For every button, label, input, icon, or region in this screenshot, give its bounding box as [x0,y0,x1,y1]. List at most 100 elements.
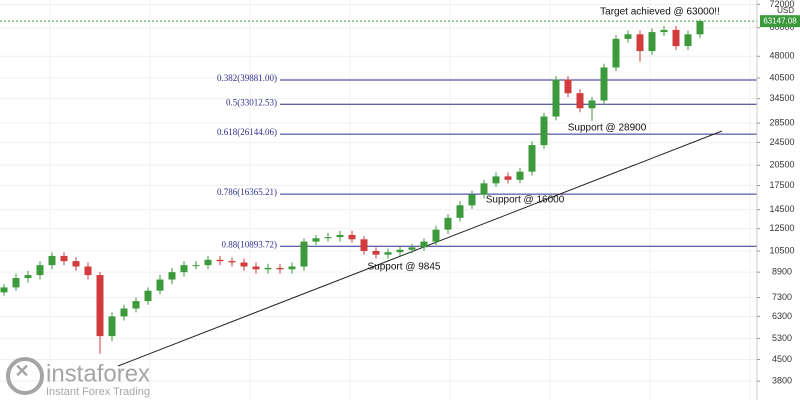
y-tick-label: 8900 [772,267,792,277]
y-tick-label: 14500 [769,204,794,214]
candle-body [12,278,20,288]
annotation: Target achieved @ 63000!! [600,7,720,18]
candles [0,19,704,354]
y-tick-label: 20500 [769,160,794,170]
y-tick-label: 3800 [772,376,792,386]
y-tick-label: 48000 [769,51,794,61]
candle-body [384,252,392,255]
y-tick-label: 34500 [769,93,794,103]
candle-body [432,229,440,242]
candle-body [636,34,644,52]
logo: ✕ instaforex Instant Forex Trading [6,357,150,398]
candle-body [84,266,92,276]
candle-body [216,259,224,262]
candle-body [24,275,32,279]
candle-body [672,29,680,47]
candle-body [180,265,188,273]
grid [0,0,757,400]
candle-body [624,34,632,39]
level-label: 0.382(39881.00) [217,73,277,83]
candle-body [360,239,368,251]
candle-body [60,255,68,262]
annotation: Support @ 28900 [568,123,647,134]
candle-body [552,79,560,117]
candle-body [72,261,80,267]
logo-name: instaforex [46,360,150,387]
y-tick-label: 7300 [772,292,792,302]
candle-body [492,176,500,184]
y-axis: 3800 4500 5300 6300 7300 8900 10500 12500 14500 1… [757,0,800,386]
candle-body [564,79,572,94]
candle-body [324,237,332,239]
level-label: 0.88(10893.72) [222,239,278,249]
last-price-label: 63147.08 [763,16,797,25]
candle-body [204,259,212,266]
candle-body [300,241,308,267]
y-tick-label: 24500 [769,137,794,147]
candle-body [516,171,524,180]
y-tick-label: 12500 [769,223,794,233]
candle-body [144,290,152,302]
level-label: 0.786(16365.21) [217,187,277,197]
y-unit: USD [777,6,794,15]
candle-body [96,275,104,337]
candle-body [108,316,116,337]
candle-body [192,265,200,267]
candle-body [156,279,164,291]
candle-body [444,217,452,230]
y-tick-label: 10500 [769,245,794,255]
annotation: Support @ 9845 [368,262,441,273]
candle-body [588,100,596,109]
candle-body [504,176,512,180]
candle-body [684,34,692,47]
candle-body [240,262,248,267]
trend-line [117,130,723,367]
logo-icon-mark: ✕ [14,361,29,381]
fib-levels: 0.382(39881.00) 0.5(33012.53) 0.618(26144.… [0,20,757,249]
candle-body [168,272,176,280]
y-tick-label: 6300 [772,311,792,321]
annotation: Support @ 16000 [486,195,565,206]
candle-body [600,67,608,101]
candle-body [660,29,668,33]
candle-body [252,266,260,270]
candle-body [396,249,404,253]
candle-body [288,266,296,270]
candle-body [36,265,44,276]
last-price-box [760,15,800,28]
candle-body [48,255,56,266]
candle-body [0,287,8,293]
candle-body [540,116,548,146]
candle-body [264,267,272,270]
candle-body [528,145,536,172]
y-tick-label: 5300 [772,333,792,343]
candle-body [372,250,380,255]
y-tick-label: 40500 [769,72,794,82]
candle-body [408,247,416,250]
candle-body [480,183,488,195]
candle-body [456,205,464,218]
candle-body [612,38,620,68]
candle-body [696,21,704,35]
level-label: 0.618(26144.06) [217,127,277,137]
candle-body [420,241,428,248]
candle-body [576,93,584,109]
candle-body [468,194,476,206]
level-label: 0.5(33012.53) [226,97,277,107]
y-tick-label: 28500 [769,117,794,127]
y-tick-label: 17500 [769,180,794,190]
logo-icon [6,357,44,395]
candle-body [336,234,344,238]
candle-body [648,32,656,52]
candle-body [276,267,284,270]
y-tick-label: 72000 [769,0,794,9]
y-tick-label: 4500 [772,354,792,364]
logo-tagline: Instant Forex Trading [46,386,150,398]
candle-body [120,308,128,317]
candle-body [132,301,140,309]
candle-body [312,238,320,242]
candle-body [228,261,236,263]
candle-body [348,234,356,240]
